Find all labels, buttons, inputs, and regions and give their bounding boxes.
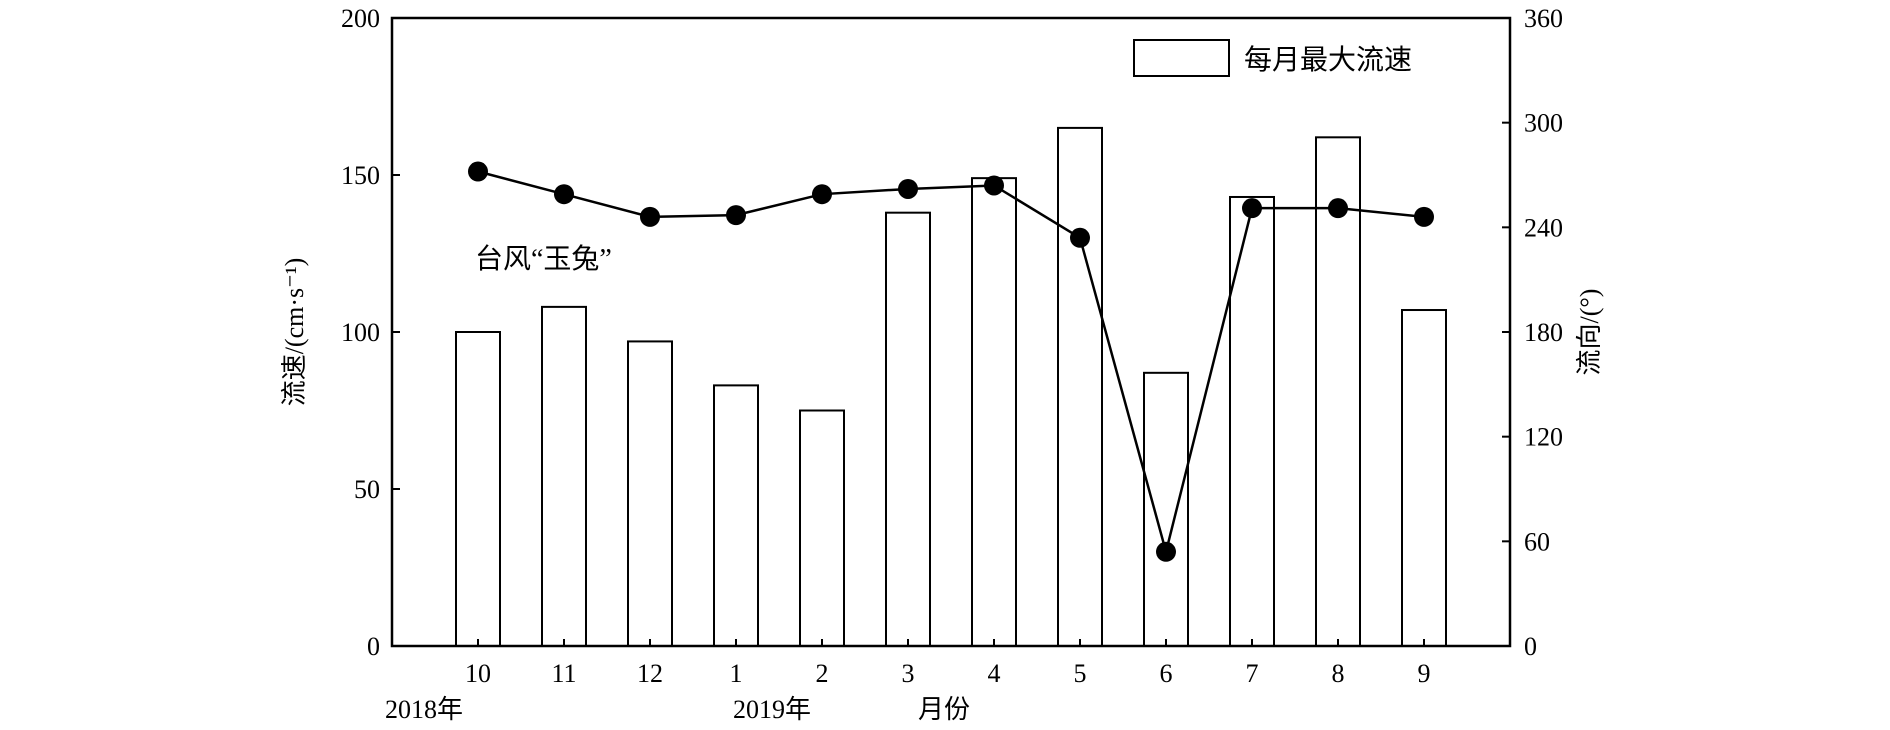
y2-tick-label: 0 — [1524, 632, 1537, 661]
direction-point-1 — [726, 205, 746, 226]
bar-8 — [1315, 136, 1361, 647]
y-tick-label: 50 — [354, 475, 380, 504]
direction-point-12 — [640, 206, 660, 227]
direction-point-6 — [1156, 541, 1176, 562]
y2-axis-label: 流向/(°) — [1575, 289, 1604, 376]
y2-tick-label: 300 — [1524, 109, 1563, 138]
x-tick-label: 10 — [465, 659, 491, 688]
y2-tick-label: 60 — [1524, 527, 1550, 556]
legend-label: 每月最大流速 — [1244, 44, 1412, 76]
direction-point-3 — [898, 178, 918, 199]
bar-5 — [1057, 126, 1103, 647]
y2-tick-label: 360 — [1524, 4, 1563, 33]
year-label-2019: 2019年 — [733, 695, 811, 724]
y-tick-label: 150 — [341, 161, 380, 190]
y2-tick-label: 240 — [1524, 213, 1563, 242]
bar-4 — [971, 177, 1017, 647]
x-tick-label: 2 — [816, 659, 829, 688]
y2-tick-label: 180 — [1524, 318, 1563, 347]
direction-line — [477, 170, 1425, 557]
y-tick-label: 0 — [367, 632, 380, 661]
direction-point-5 — [1070, 227, 1090, 248]
direction-point-10 — [468, 161, 488, 182]
y2-tick-label: 120 — [1524, 423, 1563, 452]
legend: 每月最大流速 — [1133, 39, 1412, 77]
year-label-2018: 2018年 — [385, 695, 463, 724]
bar-3 — [885, 211, 931, 647]
direction-point-9 — [1414, 206, 1434, 227]
typhoon-annotation: 台风“玉兔” — [475, 243, 612, 275]
bar-11 — [541, 305, 587, 647]
x-tick-label: 3 — [902, 659, 915, 688]
y-tick-label: 200 — [341, 4, 380, 33]
x-tick-label: 12 — [637, 659, 663, 688]
ticks-layer: 10 11 12 1 2 3 4 5 6 7 8 90501001502000601201802403… — [341, 4, 1563, 688]
bars-layer — [455, 126, 1447, 647]
x-tick-label: 4 — [988, 659, 1001, 688]
x-tick-label: 9 — [1418, 659, 1431, 688]
bar-10 — [455, 331, 501, 647]
x-tick-label: 6 — [1160, 659, 1173, 688]
bar-7 — [1229, 195, 1275, 647]
x-tick-label: 5 — [1074, 659, 1087, 688]
bar-1 — [713, 384, 759, 647]
direction-point-11 — [554, 184, 574, 205]
x-tick-label: 11 — [551, 659, 576, 688]
bar-6 — [1143, 371, 1189, 647]
direction-point-4 — [984, 175, 1004, 196]
legend-swatch — [1133, 39, 1230, 77]
x-tick-label: 8 — [1332, 659, 1345, 688]
bar-12 — [627, 340, 673, 647]
x-tick-label: 7 — [1246, 659, 1259, 688]
direction-point-7 — [1242, 198, 1262, 219]
line-layer — [468, 161, 1434, 562]
y-axis-label: 流速/(cm·s⁻¹) — [280, 258, 309, 407]
x-axis-label: 月份 — [918, 695, 970, 724]
y-tick-label: 100 — [341, 318, 380, 347]
bar-2 — [799, 409, 845, 647]
x-tick-label: 1 — [730, 659, 743, 688]
bar-9 — [1401, 309, 1447, 647]
direction-point-8 — [1328, 198, 1348, 219]
direction-point-2 — [812, 184, 832, 205]
